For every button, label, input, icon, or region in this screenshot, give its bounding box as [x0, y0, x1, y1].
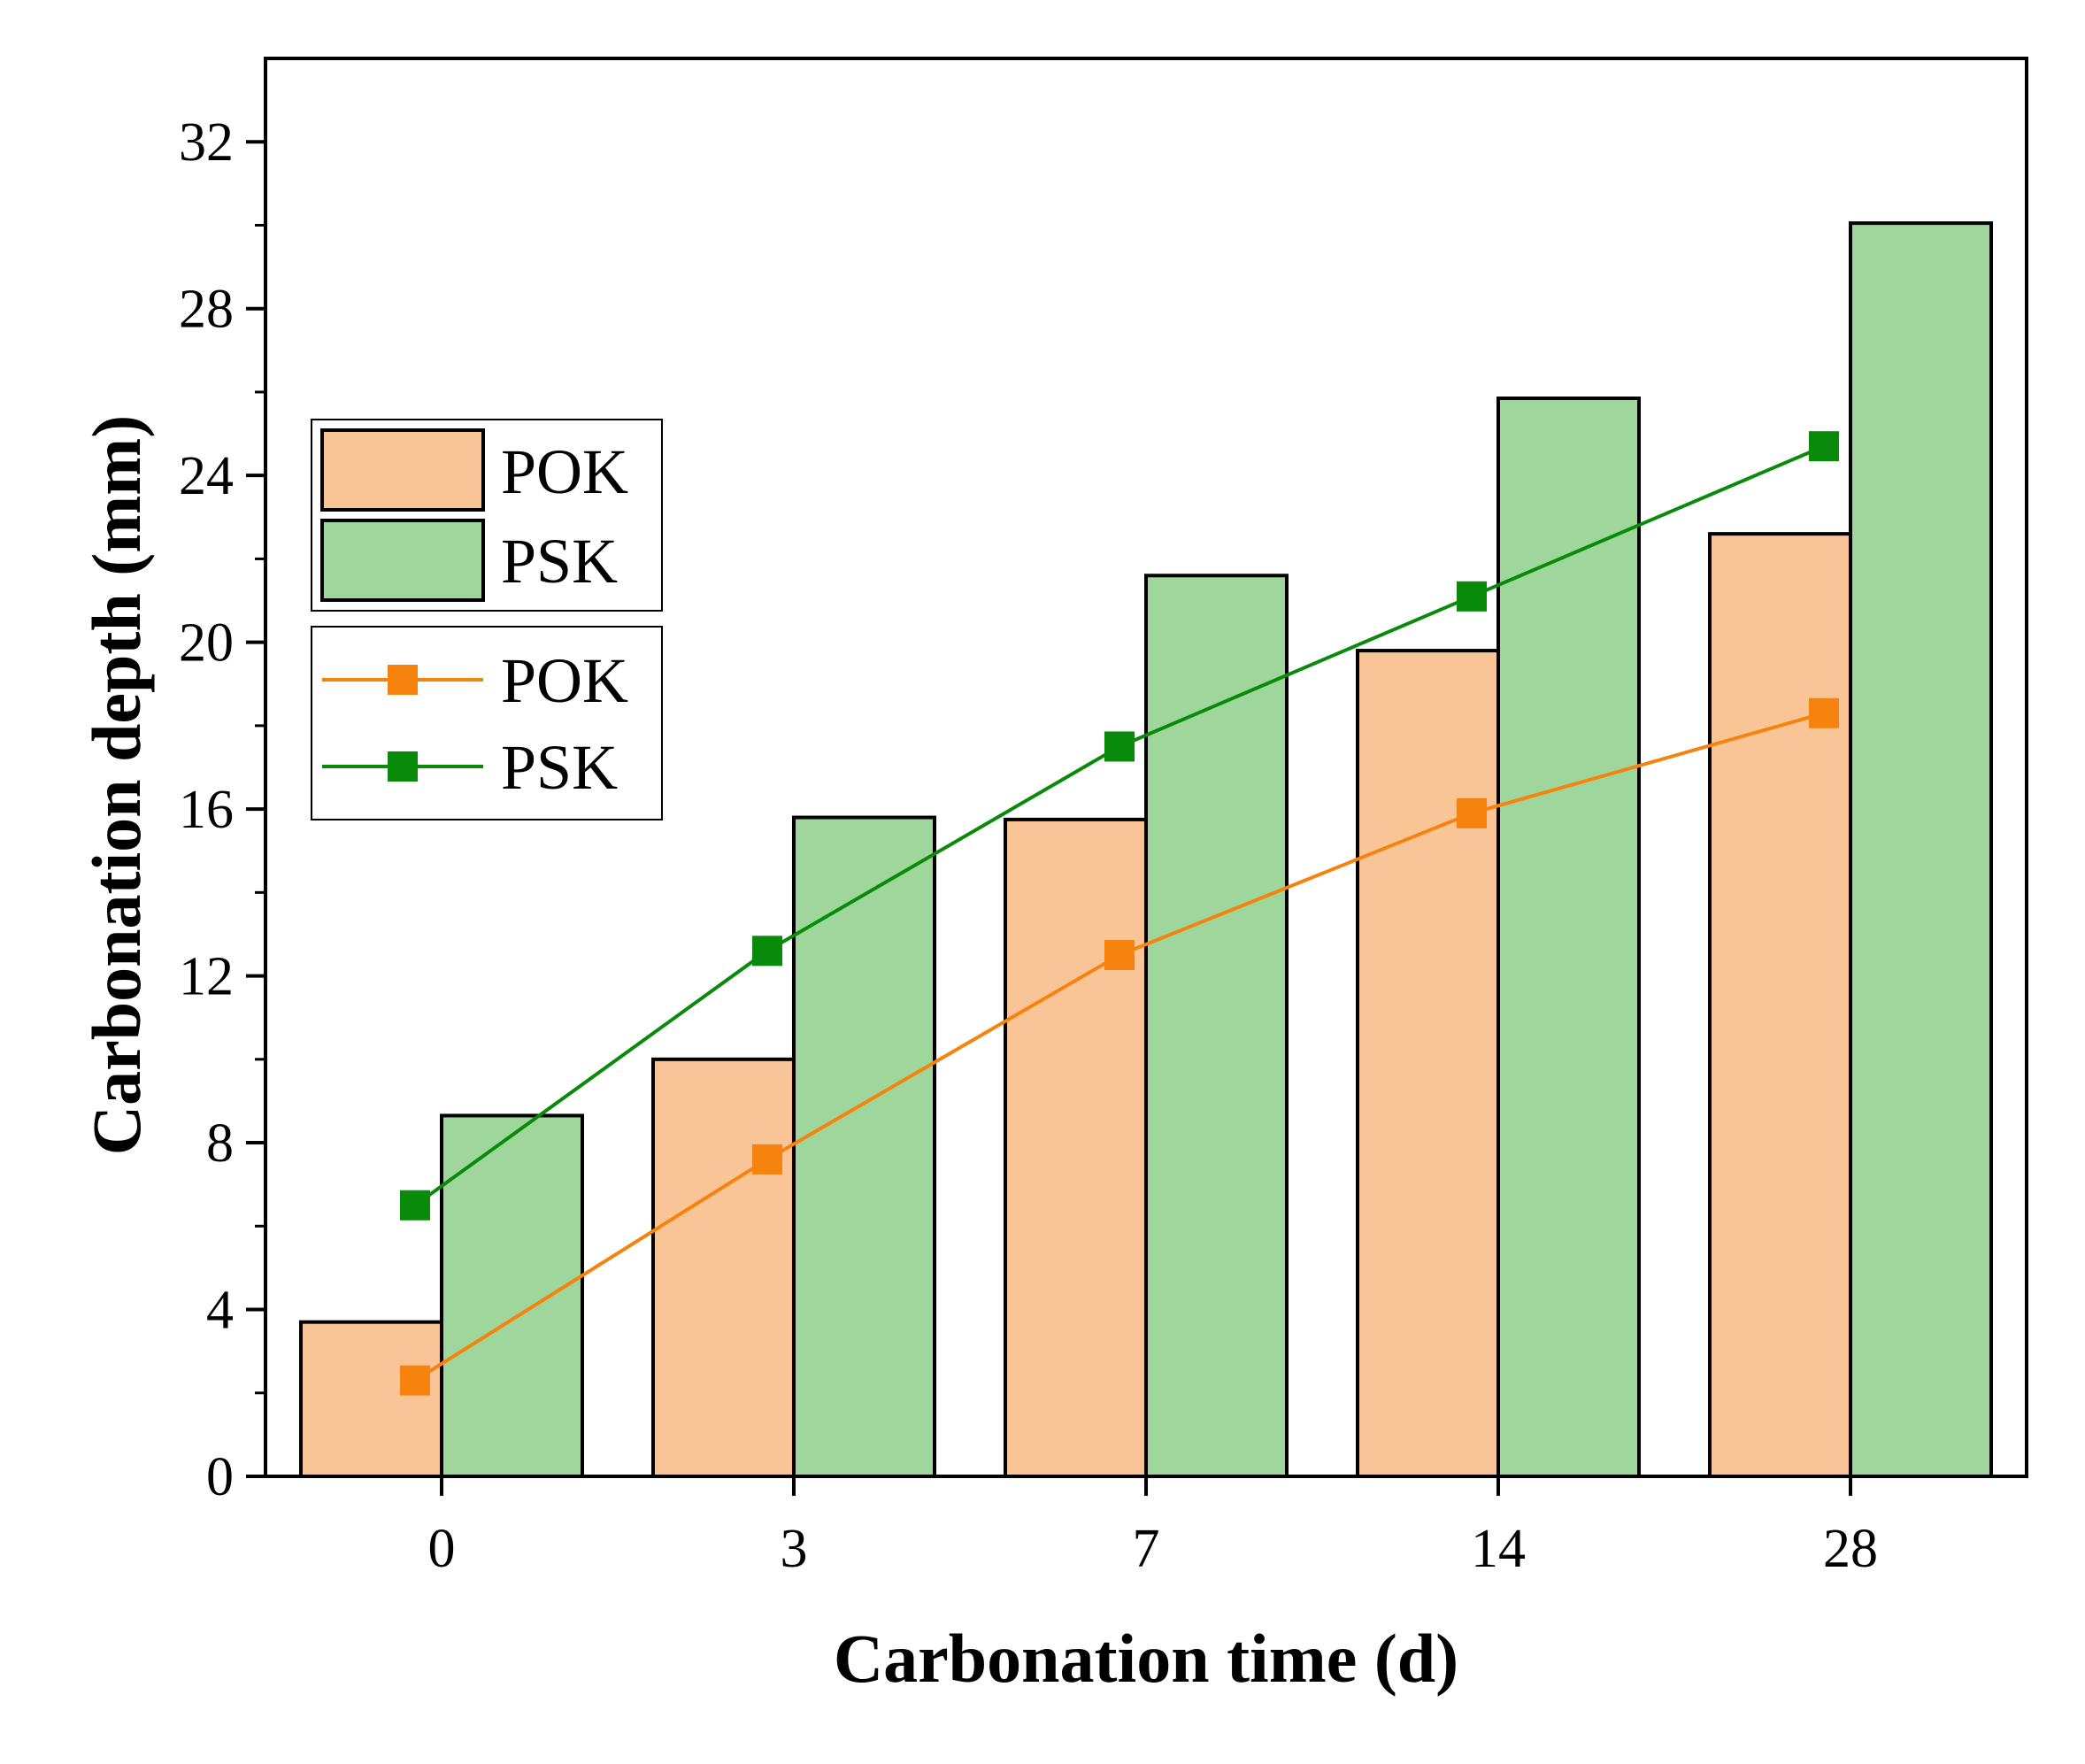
legend-marker-psk [388, 751, 418, 782]
point-psk-0 [400, 1190, 430, 1221]
legend-lines-frame [311, 626, 663, 820]
y-tick-label-8: 8 [206, 1113, 234, 1174]
y-tick-label-0: 0 [206, 1447, 234, 1507]
legend-label-pok-line: POK [501, 645, 628, 716]
x-tick-label-28: 28 [1823, 1519, 1878, 1579]
legend-marker-pok [388, 665, 418, 695]
y-tick-label-20: 20 [179, 613, 234, 674]
bar-pok-14 [1356, 649, 1500, 1478]
axes-layer: 0 4 8 12 16 20 24 28 32 0 3 7 14 28 [179, 112, 1878, 1579]
point-pok-0 [400, 1365, 430, 1396]
point-psk-28 [1809, 431, 1839, 462]
legend-swatch-psk-bar [320, 519, 485, 602]
x-tick-label-14: 14 [1471, 1519, 1526, 1579]
y-tick-label-4: 4 [206, 1281, 234, 1341]
point-psk-7 [1104, 731, 1135, 762]
legend-lines: POK PSK [311, 626, 663, 820]
point-pok-28 [1809, 697, 1839, 728]
legend-label-pok-bar: POK [501, 436, 628, 507]
x-tick-label-3: 3 [781, 1519, 808, 1579]
y-tick-label-12: 12 [179, 947, 234, 1007]
x-tick-label-0: 0 [428, 1519, 456, 1579]
point-pok-7 [1104, 940, 1135, 971]
bar-psk-0 [440, 1113, 584, 1479]
y-tick-label-28: 28 [179, 280, 234, 340]
bar-pok-28 [1708, 532, 1852, 1478]
bar-psk-3 [792, 815, 936, 1478]
legend-bars: POK PSK [311, 419, 663, 612]
legend-swatch-pok-bar [320, 428, 485, 512]
x-tick-label-7: 7 [1133, 1519, 1160, 1579]
bar-psk-14 [1496, 397, 1641, 1479]
lines-layer [400, 431, 1839, 1396]
point-pok-14 [1457, 797, 1487, 828]
bars-layer [299, 221, 1993, 1479]
point-pok-3 [752, 1144, 782, 1175]
y-tick-label-32: 32 [179, 112, 234, 173]
bar-psk-7 [1144, 574, 1289, 1478]
legend-label-psk-bar: PSK [501, 526, 618, 597]
y-axis-title: Carbonation depth (mm) [78, 415, 155, 1155]
point-psk-14 [1457, 581, 1487, 612]
legend-label-psk-line: PSK [501, 732, 618, 803]
bar-pok-7 [1004, 817, 1148, 1478]
point-psk-3 [752, 936, 782, 967]
y-tick-label-24: 24 [179, 446, 234, 506]
bar-pok-3 [651, 1057, 796, 1478]
bar-psk-28 [1849, 221, 1993, 1478]
x-axis-title: Carbonation time (d) [834, 1620, 1458, 1697]
bar-pok-0 [299, 1320, 443, 1478]
y-tick-label-16: 16 [179, 780, 234, 840]
